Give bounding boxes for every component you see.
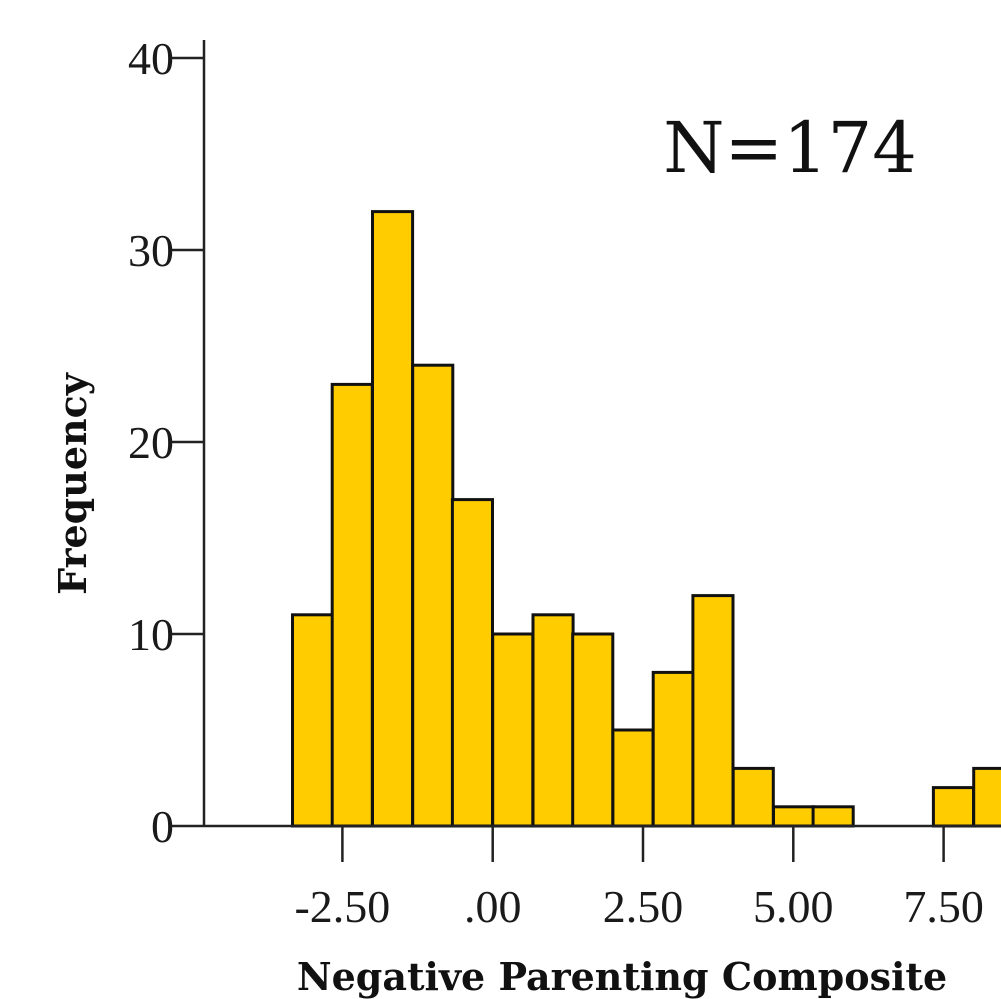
x-tick-label: -2.50 (294, 881, 390, 932)
y-tick-label: 20 (128, 417, 174, 468)
histogram-bar (772, 805, 816, 828)
y-tick-label: 0 (151, 801, 174, 852)
histogram-bar (531, 613, 575, 828)
histogram-bar (972, 766, 1001, 828)
x-tick-label: 5.00 (753, 881, 834, 932)
bars-group (291, 210, 1001, 828)
x-tick-label: 7.50 (903, 881, 984, 932)
histogram-bar (491, 632, 535, 828)
x-tick-label: .00 (464, 881, 522, 932)
histogram-bar (291, 613, 335, 828)
x-ticks-group: -2.50 .00 2.50 5.00 7.50 (294, 826, 984, 932)
x-tick-label: 2.50 (603, 881, 684, 932)
histogram-bar (651, 670, 695, 828)
histogram-bar (691, 594, 735, 828)
histogram-bar (571, 632, 615, 828)
histogram-bar (411, 363, 455, 828)
histogram-bar (611, 728, 655, 828)
histogram-bar (731, 766, 775, 828)
histogram-bar (330, 382, 374, 828)
y-tick-label: 10 (128, 609, 174, 660)
axes-group (202, 40, 1001, 828)
x-axis-title: Negative Parenting Composite (297, 954, 947, 999)
y-ticks-group: 0 10 20 30 40 (128, 33, 204, 852)
sample-size-annotation: N=174 (663, 107, 917, 189)
histogram-bar (371, 210, 415, 828)
histogram-bar (811, 805, 855, 828)
y-axis-title: Frequency (50, 372, 95, 595)
y-tick-label: 30 (128, 225, 174, 276)
histogram-bar (450, 498, 494, 828)
y-tick-label: 40 (128, 33, 174, 84)
histogram-bar (931, 786, 976, 828)
